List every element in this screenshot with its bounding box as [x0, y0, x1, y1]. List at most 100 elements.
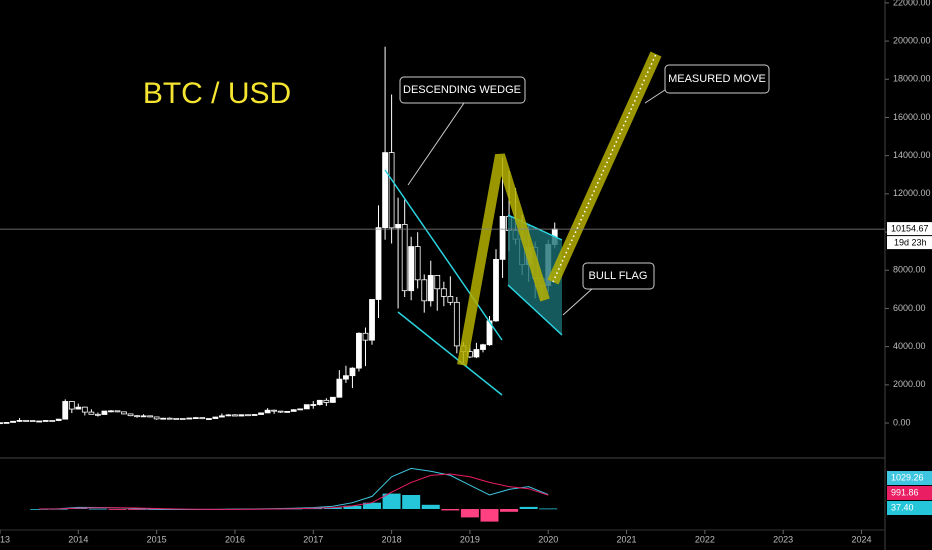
x-tick-label: 2019 — [460, 534, 480, 544]
candle-body — [245, 414, 251, 417]
x-tick-label: 2013 — [0, 534, 10, 544]
candle-body — [3, 422, 10, 424]
callout-box — [664, 64, 770, 94]
histogram-bar — [421, 504, 440, 509]
value-label-box — [887, 501, 932, 515]
histogram-bar — [441, 509, 460, 511]
y-tick-label: 14000.00 — [893, 150, 931, 160]
candle-body — [238, 414, 245, 417]
candle-body — [369, 299, 375, 341]
candle-body — [232, 414, 238, 417]
candle-body — [75, 406, 82, 410]
candle-body — [147, 415, 154, 418]
candle-body — [349, 367, 356, 377]
countdown: 19d 23h — [894, 237, 927, 247]
x-tick-label: 2017 — [303, 534, 323, 544]
candle-body — [310, 404, 317, 406]
price-label: 10154.67 — [891, 223, 929, 233]
countdown-box — [887, 236, 932, 250]
candle-body — [134, 415, 140, 418]
candle-body — [388, 152, 395, 229]
annotation: MEASURED MOVE — [668, 73, 766, 85]
macd-line — [39, 473, 549, 510]
candle-body — [427, 275, 434, 302]
x-tick-label: 2020 — [538, 534, 558, 544]
candle-body — [264, 409, 271, 414]
histogram-bar — [363, 502, 382, 509]
annotation: DESCENDING WEDGE — [403, 84, 521, 96]
histogram-bar — [128, 509, 147, 510]
candle-body — [480, 344, 486, 350]
candle-body — [251, 414, 258, 416]
x-tick-label: 2015 — [147, 534, 167, 544]
callout-box — [399, 76, 526, 104]
candle-body — [81, 406, 88, 413]
histogram-bar — [382, 493, 401, 509]
candle-body — [166, 417, 173, 420]
candle-body — [114, 410, 121, 413]
wedge-line — [397, 311, 503, 396]
candle-body — [36, 420, 43, 423]
histogram-bar — [539, 508, 558, 510]
candle-body — [447, 296, 454, 303]
candle-body — [0, 422, 3, 425]
x-tick-label: 2021 — [617, 534, 637, 544]
candle-body — [49, 420, 56, 422]
candle-body — [62, 401, 69, 420]
y-tick-label: 0.00 — [893, 417, 911, 427]
candle-body — [336, 378, 343, 398]
candle-body — [395, 224, 401, 229]
candle-body — [453, 301, 460, 347]
wedge-line — [384, 169, 503, 341]
candle-body — [55, 418, 62, 421]
measured-move-dots — [552, 53, 657, 283]
y-tick-label: 12000.00 — [893, 188, 931, 198]
candle-body — [225, 414, 232, 417]
candle-body — [29, 420, 36, 422]
histogram-bar — [500, 509, 519, 512]
candle-body — [127, 413, 134, 417]
annotation: BULL FLAG — [589, 270, 648, 282]
candle-body — [382, 152, 388, 229]
callout-line — [644, 87, 669, 104]
drawings — [384, 51, 770, 396]
candle-body — [173, 417, 180, 420]
candle-body — [10, 420, 16, 423]
y-tick-label: 16000.00 — [893, 112, 931, 122]
candle-body — [153, 416, 160, 420]
candle-body — [434, 275, 441, 290]
candle-body — [493, 258, 499, 322]
candle-body — [421, 279, 428, 302]
candle-body — [192, 417, 199, 420]
x-tick-label: 2022 — [695, 534, 715, 544]
candle-body — [94, 413, 101, 416]
chart-title: BTC / USD — [143, 77, 291, 110]
callout-line — [562, 287, 594, 316]
candle-body — [499, 215, 506, 260]
value-label: 1029.26 — [891, 472, 924, 482]
value-label: 37.40 — [891, 502, 914, 512]
candle-body — [199, 417, 206, 420]
y-tick-label: 8000.00 — [893, 265, 926, 275]
price-label-box — [887, 222, 932, 236]
histogram-bar — [88, 508, 107, 510]
x-tick-label: 2016 — [225, 534, 245, 544]
y-tick-label: 6000.00 — [893, 303, 926, 313]
candle-body — [186, 417, 193, 420]
candle-body — [323, 399, 330, 403]
candle-body — [258, 412, 264, 415]
histogram-bar — [460, 509, 479, 518]
histogram-bar — [30, 509, 49, 510]
histogram-bar — [519, 506, 538, 509]
y-tick-label: 18000.00 — [893, 74, 931, 84]
y-tick-label: 2000.00 — [893, 379, 926, 389]
histogram-bar — [108, 509, 127, 510]
y-tick-label: 20000.00 — [893, 35, 931, 45]
value-label-box — [887, 471, 932, 485]
y-tick-label: 4000.00 — [893, 341, 926, 351]
candle-body — [101, 410, 108, 415]
candle-body — [23, 419, 29, 422]
candle-body — [473, 349, 480, 358]
candle-body — [121, 411, 127, 415]
